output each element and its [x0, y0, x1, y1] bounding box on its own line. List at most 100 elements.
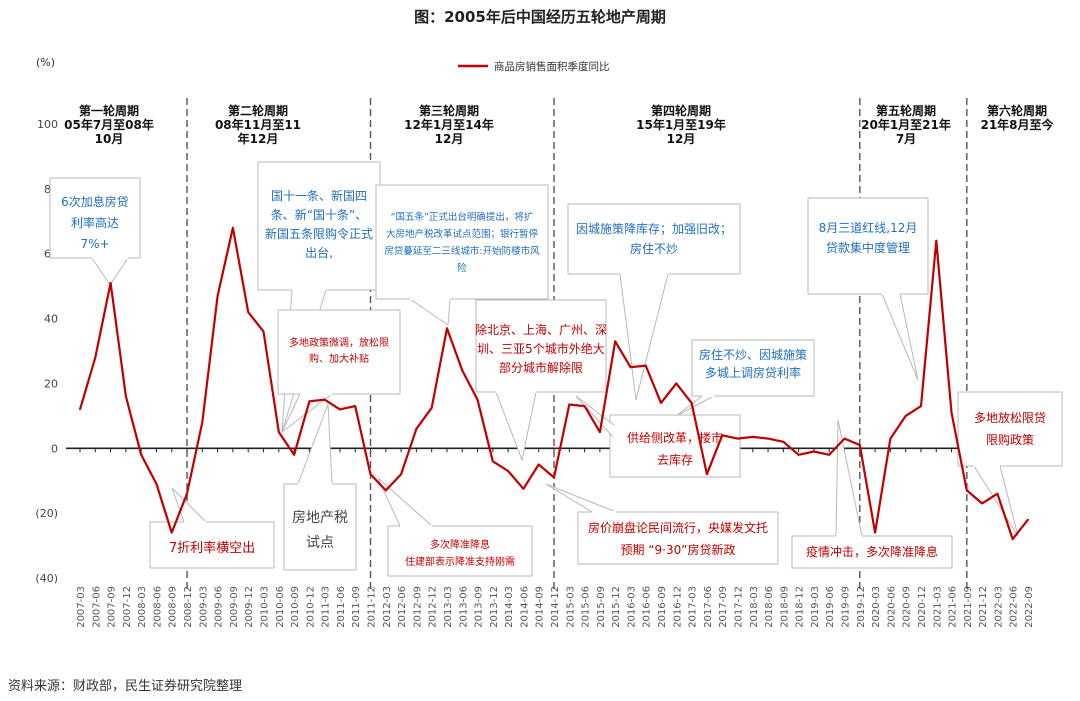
- annotation-box: [387, 525, 533, 577]
- annotation-text: 限购政策: [986, 432, 1034, 447]
- x-tick-label: 2017-06: [703, 586, 714, 628]
- cycle-label: 第一轮周期: [79, 103, 139, 118]
- data-point: [522, 487, 525, 490]
- x-tick-label: 2016-06: [642, 586, 653, 628]
- x-tick-label: 2013-09: [474, 586, 485, 628]
- annotation-text: 预期 “9·30”房贷新政: [621, 542, 736, 557]
- data-point: [262, 330, 265, 333]
- data-point: [736, 437, 739, 440]
- data-point: [415, 427, 418, 430]
- annotation-box: [283, 483, 357, 571]
- x-tick-label: 2013-06: [458, 586, 469, 628]
- annotation-pointer: [408, 298, 451, 326]
- x-tick-label: 2009-09: [229, 586, 240, 628]
- x-tick-label: 2020-06: [886, 586, 897, 628]
- data-point: [109, 282, 112, 284]
- x-tick-label: 2021-03: [932, 586, 943, 628]
- annotation-text: 房贷蔓延至二三线城市:开始防楼市风: [384, 245, 540, 257]
- annotation-text: 住建部表示降准支持刚需: [405, 555, 515, 568]
- annotation-pointer: [675, 395, 715, 417]
- x-tick-label: 2010-12: [305, 586, 316, 628]
- data-point: [79, 408, 81, 411]
- data-point: [430, 406, 433, 409]
- x-tick-label: 2017-09: [718, 586, 729, 628]
- source-note: 资料来源：财政部，民生证券研究院整理: [8, 678, 242, 694]
- x-tick-label: 2011-03: [321, 586, 332, 628]
- data-point: [216, 294, 219, 297]
- annotation-text: 险: [457, 262, 467, 274]
- data-point: [247, 311, 250, 313]
- annotation-callout: 因城施策降库存；加强旧改； 房住不炒: [567, 203, 741, 401]
- data-point: [981, 502, 984, 505]
- annotation-text: 供给侧改革，楼市: [627, 430, 723, 445]
- data-point: [400, 473, 402, 476]
- y-tick-label: 100: [37, 118, 58, 131]
- data-point: [339, 408, 341, 411]
- x-tick-label: 2021-09: [963, 586, 974, 628]
- x-tick-label: 2015-12: [611, 586, 622, 628]
- annotation-pointer: [881, 293, 919, 381]
- annotation-box: [277, 309, 401, 395]
- data-point: [797, 453, 800, 456]
- annotation-text: 贷款集中度管理: [826, 240, 910, 255]
- data-point: [690, 401, 693, 404]
- x-tick-label: 2012-03: [382, 586, 393, 628]
- data-point: [843, 437, 846, 440]
- x-tick-label: 2017-12: [733, 586, 744, 628]
- annotation-text: 多地政策微调，放松限: [289, 336, 389, 349]
- x-tick-label: 2022-09: [1024, 586, 1035, 628]
- data-point: [155, 483, 158, 485]
- data-point: [446, 327, 448, 330]
- x-tick-label: 2009-12: [244, 586, 255, 628]
- annotation-text: 多地放松限贷: [974, 410, 1046, 425]
- data-point: [201, 421, 204, 424]
- x-tick-label: 2018-12: [795, 586, 806, 628]
- data-point: [308, 400, 311, 403]
- annotation-text: 因城施策降库存；加强旧改；: [576, 221, 732, 236]
- cycle-label: 第三轮周期: [419, 103, 479, 118]
- data-point: [507, 470, 510, 472]
- annotation-text: 购、加大补贴: [309, 352, 369, 365]
- annotation-text: 国十一条、新国四: [271, 188, 367, 203]
- annotation-box: [791, 535, 953, 569]
- x-tick-label: 2008-06: [152, 586, 163, 628]
- x-tick-label: 2021-12: [978, 586, 989, 628]
- data-point: [904, 414, 907, 417]
- x-tick-label: 2010-09: [290, 586, 301, 628]
- x-tick-label: 2007-03: [76, 586, 87, 628]
- x-tick-label: 2016-12: [672, 586, 683, 628]
- x-tick-label: 2012-12: [428, 586, 439, 628]
- x-tick-label: 2022-03: [993, 586, 1004, 628]
- x-tick-label: 2014-03: [504, 586, 515, 628]
- annotation-text: 8月三道红线,12月: [819, 220, 918, 235]
- annotation-text: 房价崩盘论民间流行，央媒发文托: [588, 520, 768, 535]
- x-tick-label: 2021-06: [948, 586, 959, 628]
- annotation-text: 房住不炒: [630, 241, 678, 256]
- cycle-label: 年12月: [238, 131, 279, 146]
- data-point: [813, 450, 815, 453]
- cycle-label: 15年1月至19年: [636, 117, 726, 132]
- x-tick-label: 2015-06: [581, 586, 592, 628]
- data-point: [369, 473, 372, 476]
- annotation-box: [609, 414, 741, 478]
- annotation-callout: 7折利率横空出: [149, 487, 275, 569]
- annotation-box: [577, 511, 779, 565]
- data-point: [186, 492, 188, 495]
- cycle-label: 第二轮周期: [228, 103, 288, 118]
- x-tick-label: 2016-09: [657, 586, 668, 628]
- annotation-pointer: [495, 391, 537, 462]
- x-tick-label: 2013-03: [443, 586, 454, 628]
- data-point: [874, 531, 876, 534]
- data-point: [767, 437, 769, 440]
- cycle-label: 12月: [435, 132, 464, 146]
- annotation-text: 房地产税: [292, 510, 348, 526]
- x-tick-label: 2018-06: [764, 586, 775, 628]
- y-tick-label: 40: [44, 313, 58, 326]
- chart-title: 图：2005年后中国经历五轮地产周期: [414, 8, 666, 26]
- data-point: [491, 460, 494, 463]
